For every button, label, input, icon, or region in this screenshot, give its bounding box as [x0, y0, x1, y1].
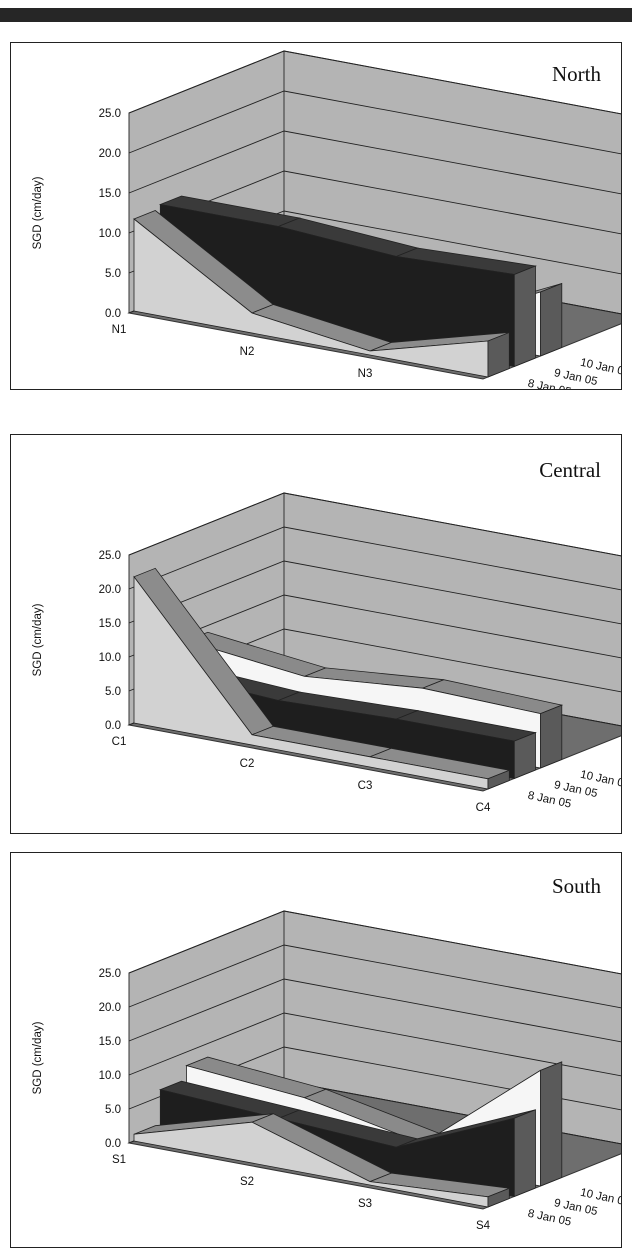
chart-title: South [552, 874, 602, 898]
series-end-cap [513, 265, 536, 368]
x-tick-label: N1 [112, 324, 127, 336]
y-tick-label: 25.0 [99, 108, 121, 120]
gridline [128, 1012, 621, 1077]
x-tick-label: S4 [476, 1220, 491, 1232]
x-tick-label: C3 [358, 780, 373, 792]
x-tick-label: S2 [240, 1176, 254, 1188]
x-tick-label: S1 [112, 1154, 126, 1166]
y-tick-label: 5.0 [105, 1104, 121, 1116]
gridline [128, 50, 621, 115]
chart-panel-south: 0.0 5.0 10.0 15.0 20.0 25.0 SGD (cm/day) 10 Jan… [10, 852, 622, 1248]
gridline [128, 910, 621, 975]
gridline [128, 978, 621, 1043]
gridline [128, 130, 621, 195]
y-tick-label: 5.0 [105, 268, 121, 280]
series-end-cap [487, 769, 510, 790]
series-end-cap [540, 282, 563, 357]
y-tick-label: 15.0 [99, 618, 121, 630]
y-tick-label: 20.0 [99, 1002, 121, 1014]
y-tick-label: 15.0 [99, 1036, 121, 1048]
series-end-cap [513, 732, 536, 780]
y-tick-label: 10.0 [99, 1070, 121, 1082]
series-end-cap [487, 331, 510, 378]
y-tick-label: 25.0 [99, 550, 121, 562]
x-tick-label: C4 [476, 802, 491, 814]
y-tick-label: 5.0 [105, 686, 121, 698]
chart-title: North [552, 62, 601, 86]
y-axis-label: SGD (cm/day) [32, 176, 44, 249]
x-tick-label: S3 [358, 1198, 372, 1210]
y-tick-label: 20.0 [99, 584, 121, 596]
y-tick-label: 10.0 [99, 228, 121, 240]
series-end-cap [540, 1061, 563, 1187]
y-axis-label: SGD (cm/day) [32, 1021, 44, 1094]
chart-title: Central [539, 458, 601, 482]
y-tick-label: 25.0 [99, 968, 121, 980]
gridline [128, 944, 621, 1009]
y-tick-label: 15.0 [99, 188, 121, 200]
x-tick-label: N2 [240, 346, 255, 358]
y-tick-label: 10.0 [99, 652, 121, 664]
gridline [128, 526, 621, 591]
y-tick-label: 0.0 [105, 720, 121, 732]
gridline [128, 90, 621, 155]
top-bar [0, 8, 632, 22]
series-end-cap [540, 704, 563, 769]
x-tick-label: C2 [240, 758, 255, 770]
x-tick-label: N3 [358, 368, 373, 380]
x-tick-label: C1 [112, 736, 127, 748]
series-end-cap [487, 1187, 510, 1208]
gridline [128, 492, 621, 557]
y-tick-label: 20.0 [99, 148, 121, 160]
chart-panel-central: 0.0 5.0 10.0 15.0 20.0 25.0 SGD (cm/day) 10 Jan… [10, 434, 622, 834]
y-tick-label: 0.0 [105, 1138, 121, 1150]
y-tick-label: 0.0 [105, 308, 121, 320]
series-end-cap [513, 1109, 536, 1198]
chart-panel-north: 0.0 5.0 10.0 15.0 20.0 25.0 SGD (cm/day) 10 Jan… [10, 42, 622, 390]
y-axis-label: SGD (cm/day) [32, 603, 44, 676]
series-label: 8 Jan 05 [527, 378, 573, 390]
